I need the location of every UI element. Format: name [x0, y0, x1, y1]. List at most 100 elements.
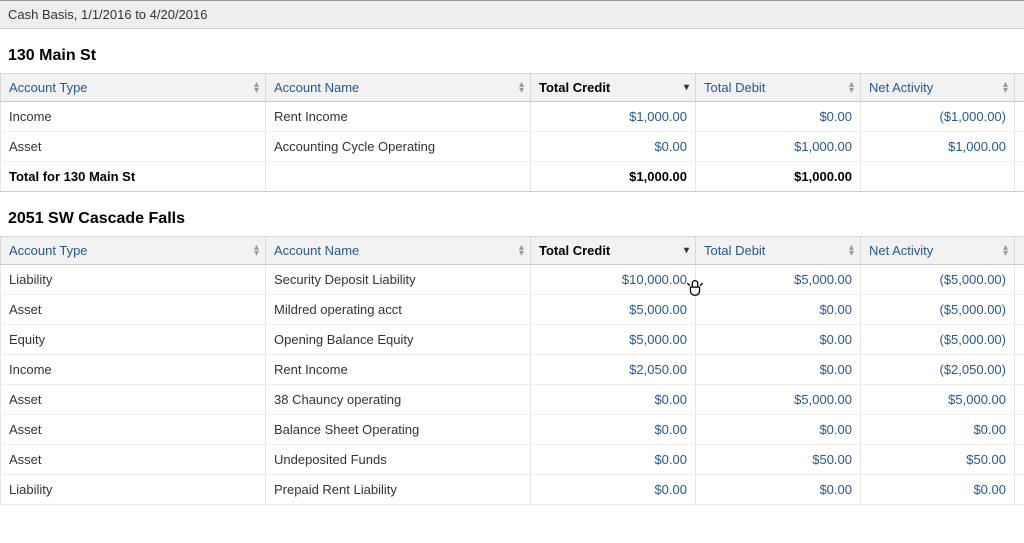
- cell-total-credit: $0.00: [531, 445, 696, 475]
- cell-account-name: Security Deposit Liability: [266, 265, 531, 295]
- cell-total-credit: $5,000.00: [531, 295, 696, 325]
- sort-handle-icon[interactable]: ▴▾: [1003, 245, 1008, 257]
- cell-total-debit: $5,000.00: [696, 265, 861, 295]
- col-header-total-debit[interactable]: Total Debit ▴▾: [696, 74, 861, 102]
- group-title: 2051 SW Cascade Falls: [0, 192, 1024, 236]
- ledger-table: Account Type ▴▾ Account Name ▴▾ Total Cr…: [0, 73, 1024, 192]
- cell-account-name: Rent Income: [266, 102, 531, 132]
- col-header-account-name[interactable]: Account Name ▴▾: [266, 74, 531, 102]
- cell-total-credit: $2,050.00: [531, 355, 696, 385]
- col-header-total-credit[interactable]: Total Credit ▾: [531, 237, 696, 265]
- cell-total-credit: $0.00: [531, 132, 696, 162]
- cell-account-type: Asset: [1, 132, 266, 162]
- col-header-total-debit[interactable]: Total Debit ▴▾: [696, 237, 861, 265]
- sort-handle-icon[interactable]: ▴▾: [1003, 82, 1008, 94]
- cell-extra: [1015, 325, 1024, 355]
- table-row[interactable]: Income Rent Income $2,050.00 $0.00 ($2,0…: [1, 355, 1024, 385]
- cell-total-debit: $0.00: [696, 355, 861, 385]
- table-row[interactable]: Liability Prepaid Rent Liability $0.00 $…: [1, 475, 1024, 505]
- col-header-account-type[interactable]: Account Type ▴▾: [1, 74, 266, 102]
- cell-total-credit: $1,000.00: [531, 162, 696, 192]
- cell-account-name: Mildred operating acct: [266, 295, 531, 325]
- cell-total-credit: $0.00: [531, 475, 696, 505]
- sort-desc-icon[interactable]: ▾: [684, 85, 689, 91]
- cell-total-debit: $0.00: [696, 475, 861, 505]
- cell-account-type: Liability: [1, 265, 266, 295]
- cell-net-activity: $1,000.00: [861, 132, 1015, 162]
- cell-net-activity: $0.00: [861, 475, 1015, 505]
- table-row[interactable]: Asset Balance Sheet Operating $0.00 $0.0…: [1, 415, 1024, 445]
- cell-net-activity: $5,000.00: [861, 385, 1015, 415]
- cell-account-type: Income: [1, 102, 266, 132]
- cell-total-credit: $0.00: [531, 385, 696, 415]
- cell-total-debit: $0.00: [696, 325, 861, 355]
- cell-account-name: Undeposited Funds: [266, 445, 531, 475]
- cell-total-debit: $0.00: [696, 295, 861, 325]
- cell-total-debit: $50.00: [696, 445, 861, 475]
- cell-account-name: Prepaid Rent Liability: [266, 475, 531, 505]
- table-row[interactable]: Asset 38 Chauncy operating $0.00 $5,000.…: [1, 385, 1024, 415]
- ledger-table: Account Type ▴▾ Account Name ▴▾ Total Cr…: [0, 236, 1024, 505]
- cell-total-debit: $5,000.00: [696, 385, 861, 415]
- cell-account-name: Balance Sheet Operating: [266, 415, 531, 445]
- cell-total-credit: $1,000.00: [531, 102, 696, 132]
- col-header-net-activity[interactable]: Net Activity ▴▾: [861, 237, 1015, 265]
- cell-extra: [1015, 355, 1024, 385]
- cell-account-type: Asset: [1, 445, 266, 475]
- cell-net-activity: $50.00: [861, 445, 1015, 475]
- cell-extra: [1015, 295, 1024, 325]
- cell-net-activity: ($5,000.00): [861, 265, 1015, 295]
- cell-account-type: Equity: [1, 325, 266, 355]
- cell-extra: [1015, 385, 1024, 415]
- sort-handle-icon[interactable]: ▴▾: [849, 82, 854, 94]
- col-header-extra[interactable]: [1015, 237, 1024, 265]
- cell-net-activity: ($5,000.00): [861, 325, 1015, 355]
- cell-account-name: Opening Balance Equity: [266, 325, 531, 355]
- table-row[interactable]: Liability Security Deposit Liability $10…: [1, 265, 1024, 295]
- col-header-account-name[interactable]: Account Name ▴▾: [266, 237, 531, 265]
- report-basis-header: Cash Basis, 1/1/2016 to 4/20/2016: [0, 0, 1024, 29]
- cell-total-debit: $0.00: [696, 102, 861, 132]
- cell-total-debit: $0.00: [696, 415, 861, 445]
- sort-handle-icon[interactable]: ▴▾: [519, 245, 524, 257]
- cell-account-type: Liability: [1, 475, 266, 505]
- cell-account-name: Accounting Cycle Operating: [266, 132, 531, 162]
- table-row[interactable]: Asset Accounting Cycle Operating $0.00 $…: [1, 132, 1024, 162]
- cell-net-activity: ($1,000.00): [861, 102, 1015, 132]
- col-header-account-type[interactable]: Account Type ▴▾: [1, 237, 266, 265]
- cell-account-type: Income: [1, 355, 266, 385]
- sort-handle-icon[interactable]: ▴▾: [849, 245, 854, 257]
- cell-total-debit: $1,000.00: [696, 162, 861, 192]
- cell-total-debit: $1,000.00: [696, 132, 861, 162]
- cell-account-name: 38 Chauncy operating: [266, 385, 531, 415]
- col-header-total-credit[interactable]: Total Credit ▾: [531, 74, 696, 102]
- table-row[interactable]: Income Rent Income $1,000.00 $0.00 ($1,0…: [1, 102, 1024, 132]
- cell-extra: [1015, 445, 1024, 475]
- table-row[interactable]: Asset Mildred operating acct $5,000.00 $…: [1, 295, 1024, 325]
- table-row[interactable]: Equity Opening Balance Equity $5,000.00 …: [1, 325, 1024, 355]
- cell-account-type: Asset: [1, 385, 266, 415]
- cell-total-label: Total for 130 Main St: [1, 162, 266, 192]
- sort-handle-icon[interactable]: ▴▾: [254, 245, 259, 257]
- cell-total-credit: $0.00: [531, 415, 696, 445]
- cell-extra: [1015, 475, 1024, 505]
- col-header-extra[interactable]: [1015, 74, 1024, 102]
- cell-net-activity: ($5,000.00): [861, 295, 1015, 325]
- cell-net-activity: $0.00: [861, 415, 1015, 445]
- cell-account-type: Asset: [1, 415, 266, 445]
- cell-account-type: Asset: [1, 295, 266, 325]
- cell-account-name: Rent Income: [266, 355, 531, 385]
- table-total-row: Total for 130 Main St $1,000.00 $1,000.0…: [1, 162, 1024, 192]
- cell-extra: [1015, 132, 1024, 162]
- cell-extra: [1015, 265, 1024, 295]
- cell-net-activity: ($2,050.00): [861, 355, 1015, 385]
- cell-extra: [1015, 415, 1024, 445]
- cell-total-credit: $10,000.00: [531, 265, 696, 295]
- cell-total-credit: $5,000.00: [531, 325, 696, 355]
- sort-handle-icon[interactable]: ▴▾: [519, 82, 524, 94]
- col-header-net-activity[interactable]: Net Activity ▴▾: [861, 74, 1015, 102]
- sort-desc-icon[interactable]: ▾: [684, 248, 689, 254]
- group-title: 130 Main St: [0, 29, 1024, 73]
- table-row[interactable]: Asset Undeposited Funds $0.00 $50.00 $50…: [1, 445, 1024, 475]
- sort-handle-icon[interactable]: ▴▾: [254, 82, 259, 94]
